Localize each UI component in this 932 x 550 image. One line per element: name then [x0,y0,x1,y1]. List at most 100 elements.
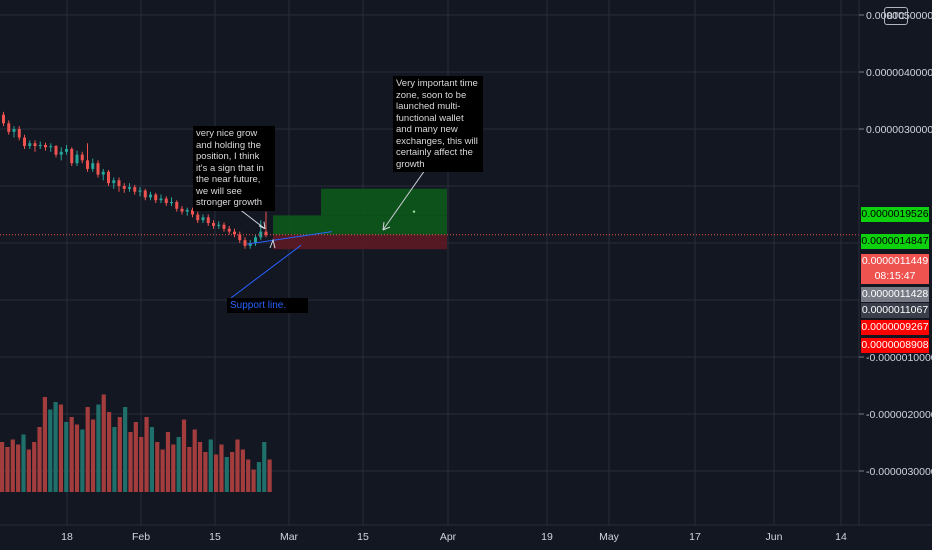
candle-body [222,224,226,229]
candle-body [133,187,137,192]
candle-body [175,201,179,209]
volume-bar [171,444,176,492]
candle-body [254,237,257,243]
volume-bar [187,447,192,492]
volume-bar [128,432,133,492]
volume-bar [149,427,154,492]
support-label-connector [230,244,302,299]
support-line-label[interactable]: Support line. [227,298,308,313]
candle-body [149,194,152,198]
volume-bar [64,422,69,492]
candle-body [33,143,37,147]
zone-point [412,210,416,213]
volume-bar [16,444,21,492]
volume-bar [85,407,90,492]
volume-bar [58,404,64,492]
candle-body [96,163,100,175]
target-zone-lower[interactable] [273,215,447,235]
candle-body [49,146,53,148]
volume-bar [53,402,58,492]
candle-body [80,154,84,161]
candle-body [227,228,231,232]
candle-body [86,160,89,169]
x-tick-label: Apr [440,531,457,543]
candle-body [23,137,26,147]
candle-body [170,201,173,204]
candle-body [75,154,79,164]
stop-zone[interactable] [273,234,447,250]
time-axis[interactable]: 18 Feb 15 Mar 15 Apr 19 May 17 Jun 14 [61,531,847,543]
candle-body [233,231,236,235]
candle-body [206,217,210,224]
candle-body [2,114,5,124]
candle-body [44,144,47,148]
volume-bar [262,442,267,492]
price-label-target: 0.0000019526 [861,207,929,222]
x-tick-label: Mar [280,531,299,543]
x-tick-label: May [599,531,620,543]
candle-body [59,151,63,155]
y-tick-label: -0.0000030000 [866,466,932,478]
candle-body [248,243,252,246]
candle-body [180,208,184,212]
candle-body [138,190,142,192]
annotation-note-growth[interactable]: very nice grow and holding the position,… [193,126,275,211]
volume-bar [107,412,112,492]
candle-body [196,214,200,221]
volume-bar [181,419,187,492]
candle-body [201,217,205,221]
volume-bar [214,454,219,492]
x-tick-label: 15 [357,531,369,543]
x-tick-label: 15 [209,531,221,543]
candle-body [70,148,74,164]
support-line[interactable] [246,231,333,245]
x-tick-label: 19 [541,531,553,543]
volume-bar [203,452,208,492]
volume-bar [230,452,235,492]
price-label-entry: 0.0000011428 [861,287,929,302]
volume-bar [267,459,272,492]
volume-bar [96,404,101,492]
candle-body [91,163,95,169]
price-label-entry-high: 0.0000014847 [861,234,929,249]
candle-body [122,186,126,189]
position-zones[interactable] [273,188,447,250]
volume-bar [5,447,10,492]
candle-body [212,223,215,226]
x-tick-label: 17 [689,531,701,543]
volume-bar [155,442,160,492]
annotation-arrow-2 [382,169,426,231]
volume-bar [144,417,149,492]
volume-bar [240,449,245,492]
candles [2,111,268,249]
volume-bar [256,462,261,492]
volume-bar [123,407,128,492]
volume-bar [101,394,106,492]
candle-body [65,148,68,152]
candle-body [12,129,16,132]
volume-bar [139,437,144,492]
volume-bar [160,449,165,492]
candle-body [112,180,116,184]
y-tick-label: 0.0000050000 [866,10,932,22]
y-tick-label: 0.0000040000 [866,67,932,79]
x-tick-label: Feb [132,531,150,543]
annotation-note-time-zone[interactable]: Very important time zone, soon to be lau… [393,76,483,172]
candle-body [128,187,131,189]
candle-body [143,190,147,198]
candle-body [17,129,21,138]
volume-bar [37,427,42,492]
target-zone-upper[interactable] [321,188,447,216]
y-tick-label: -0.0000010000 [866,352,932,364]
price-axis[interactable]: 0.0000050000 0.0000040000 0.0000030000 -0.0… [859,10,932,478]
arrow-head-2 [382,221,391,231]
arrow-head-1 [258,221,266,230]
volume-bar [192,429,197,492]
volume-bar [197,442,203,492]
volume-bar [80,429,85,492]
candle-body [259,231,263,238]
candle-body [101,171,105,175]
currency-button[interactable]: BTC [884,7,908,25]
x-tick-label: 18 [61,531,73,543]
candle-body [38,144,42,147]
